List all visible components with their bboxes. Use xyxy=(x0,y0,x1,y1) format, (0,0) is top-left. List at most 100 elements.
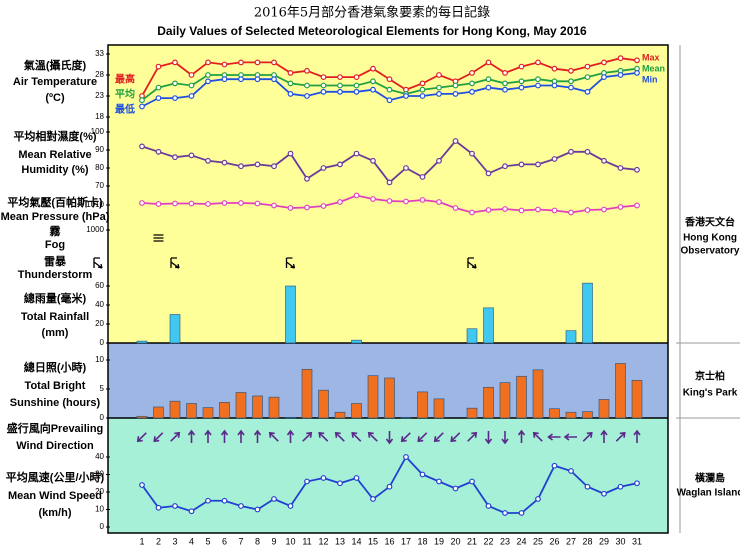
point xyxy=(353,150,360,157)
wind-arrow xyxy=(385,431,394,445)
point xyxy=(254,200,261,207)
point xyxy=(320,203,327,209)
wind-arrow xyxy=(302,431,313,442)
x-tick-label: 11 xyxy=(302,536,311,546)
point xyxy=(155,95,162,101)
point xyxy=(634,202,640,209)
x-tick-label: 22 xyxy=(483,536,493,546)
point xyxy=(205,201,211,207)
legend-label-zh: 最低 xyxy=(115,103,135,116)
point xyxy=(188,72,195,78)
wind-arrow xyxy=(417,432,428,443)
point xyxy=(337,88,343,95)
point xyxy=(271,59,277,66)
wind-arrow xyxy=(433,432,444,443)
bar xyxy=(466,407,478,419)
point xyxy=(601,157,607,164)
point xyxy=(304,67,310,74)
point xyxy=(436,72,442,78)
station-name: 橫瀾島 xyxy=(695,472,725,485)
bar xyxy=(285,417,296,419)
y-tick-label: 20 xyxy=(95,487,104,496)
station-name: Hong Kong xyxy=(683,233,737,244)
point xyxy=(419,174,426,180)
point xyxy=(518,63,525,70)
bar xyxy=(483,307,494,344)
y-tick-label: 90 xyxy=(95,145,104,154)
point xyxy=(287,503,294,509)
point xyxy=(469,80,475,87)
x-tick-label: 8 xyxy=(255,536,260,546)
point xyxy=(386,76,393,83)
x-tick-label: 28 xyxy=(582,536,592,546)
y-tick-label: 80 xyxy=(95,163,104,172)
point xyxy=(535,496,541,502)
point xyxy=(221,497,228,504)
point xyxy=(320,74,327,80)
point xyxy=(155,148,162,155)
point xyxy=(436,90,442,97)
y-tick-label: 0 xyxy=(100,338,105,347)
point xyxy=(320,475,327,481)
panel-label: 總日照(小時) xyxy=(24,360,87,374)
point xyxy=(617,55,624,62)
x-tick-label: 2 xyxy=(156,536,161,546)
point xyxy=(452,90,459,97)
bar xyxy=(433,398,445,419)
point xyxy=(518,161,525,168)
y-tick-label: 0 xyxy=(100,413,105,422)
point xyxy=(469,478,475,485)
y-tick-label: 33 xyxy=(95,49,104,58)
wind-arrow xyxy=(237,429,245,443)
bar xyxy=(582,282,593,344)
y-tick-label: 70 xyxy=(95,181,104,190)
point xyxy=(139,97,145,104)
thunder-symbol xyxy=(285,257,296,269)
point xyxy=(254,506,261,513)
thunder-symbol xyxy=(170,257,180,269)
panel-label: 霧 xyxy=(50,225,62,238)
point xyxy=(205,59,211,66)
bar xyxy=(153,406,164,419)
point xyxy=(221,200,228,206)
point xyxy=(271,163,277,170)
point xyxy=(551,65,558,72)
y-tick-label: 40 xyxy=(95,300,104,309)
panel-label: Fog xyxy=(45,239,65,251)
x-tick-label: 12 xyxy=(318,536,328,546)
point xyxy=(485,84,492,91)
panel-label: 平均風速(公里/小時) xyxy=(6,470,105,484)
wind-arrow xyxy=(351,431,362,442)
panel-label: (ºC) xyxy=(45,92,65,104)
point xyxy=(155,201,162,207)
point xyxy=(271,202,277,209)
x-tick-label: 7 xyxy=(238,536,243,546)
point xyxy=(469,69,475,76)
point xyxy=(304,204,310,211)
bar xyxy=(631,379,643,419)
panel-label: Wind Direction xyxy=(16,440,94,452)
x-tick-label: 21 xyxy=(467,536,477,546)
bar xyxy=(219,402,230,419)
panel-label: Sunshine (hours) xyxy=(10,397,101,409)
x-tick-label: 26 xyxy=(549,536,559,546)
bar xyxy=(532,369,544,419)
bar xyxy=(400,417,412,419)
point xyxy=(419,80,426,87)
bar xyxy=(268,396,280,419)
point xyxy=(452,485,459,492)
point xyxy=(584,63,591,70)
legend-label-zh: 最高 xyxy=(115,73,135,86)
station-name: Observatory xyxy=(681,246,740,257)
x-tick-label: 13 xyxy=(335,536,345,546)
wind-arrow xyxy=(600,429,608,443)
point xyxy=(518,84,525,91)
x-tick-label: 10 xyxy=(285,536,295,546)
subtitle: Daily Values of Selected Meteorological … xyxy=(157,24,587,38)
point xyxy=(254,59,261,66)
wind-arrow xyxy=(532,431,543,442)
point xyxy=(485,170,492,177)
point xyxy=(172,503,178,509)
wind-arrow xyxy=(484,431,493,445)
panel-label: Humidity (%) xyxy=(21,164,89,176)
